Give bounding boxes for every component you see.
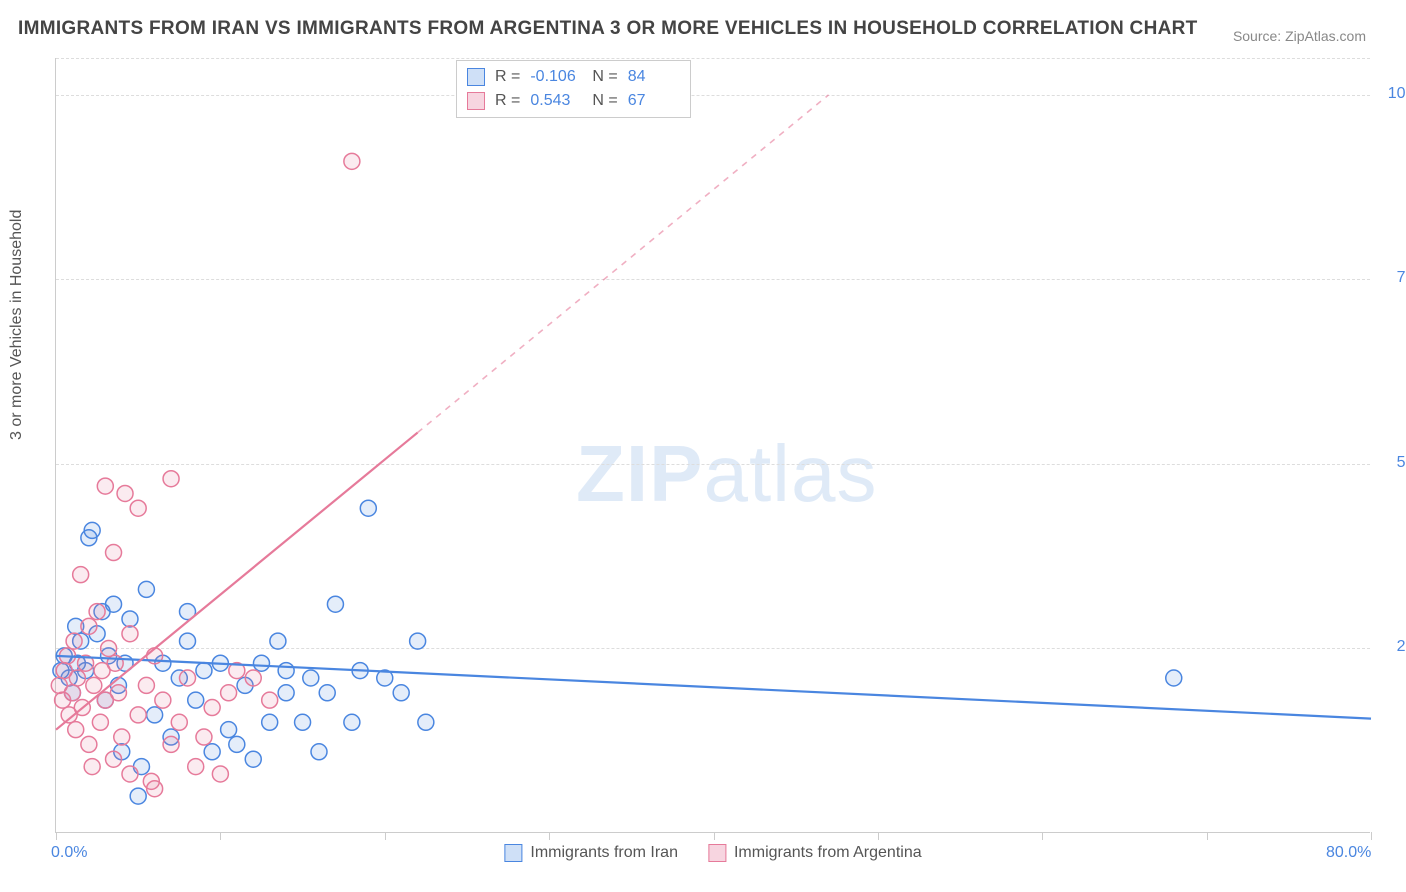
scatter-point: [147, 707, 163, 723]
scatter-point: [101, 640, 117, 656]
scatter-point: [117, 485, 133, 501]
scatter-point: [393, 685, 409, 701]
scatter-point: [122, 766, 138, 782]
scatter-point: [278, 663, 294, 679]
scatter-point: [221, 722, 237, 738]
scatter-point: [122, 626, 138, 642]
plot-area: ZIPatlas 25.0%50.0%75.0%100.0% 0.0%80.0%…: [55, 58, 1370, 833]
legend-item-argentina: Immigrants from Argentina: [708, 844, 922, 862]
scatter-point: [122, 611, 138, 627]
scatter-point: [311, 744, 327, 760]
scatter-point: [81, 618, 97, 634]
scatter-point: [73, 567, 89, 583]
scatter-point: [221, 685, 237, 701]
x-tick-label: 80.0%: [1326, 844, 1371, 862]
scatter-point: [344, 153, 360, 169]
stat-r-label: R =: [495, 68, 520, 86]
scatter-point: [92, 714, 108, 730]
scatter-point: [130, 500, 146, 516]
stats-legend: R = -0.106 N = 84 R = 0.543 N = 67: [456, 60, 691, 118]
stat-r-label: R =: [495, 92, 520, 110]
y-axis-label: 3 or more Vehicles in Household: [8, 210, 26, 440]
stat-n-iran: 84: [628, 68, 680, 86]
scatter-point: [360, 500, 376, 516]
scatter-point: [171, 714, 187, 730]
scatter-point: [270, 633, 286, 649]
scatter-point: [138, 677, 154, 693]
swatch-argentina: [467, 92, 485, 110]
scatter-point: [180, 633, 196, 649]
chart-title: IMMIGRANTS FROM IRAN VS IMMIGRANTS FROM …: [18, 18, 1198, 40]
series-legend: Immigrants from Iran Immigrants from Arg…: [504, 844, 921, 862]
scatter-point: [138, 581, 154, 597]
scatter-point: [66, 633, 82, 649]
scatter-point: [418, 714, 434, 730]
scatter-point: [106, 596, 122, 612]
scatter-point: [110, 685, 126, 701]
scatter-point: [81, 736, 97, 752]
scatter-point: [245, 751, 261, 767]
stat-r-iran: -0.106: [530, 68, 582, 86]
stat-n-argentina: 67: [628, 92, 680, 110]
scatter-point: [180, 670, 196, 686]
scatter-point: [130, 788, 146, 804]
swatch-argentina: [708, 844, 726, 862]
scatter-point: [262, 692, 278, 708]
scatter-point: [196, 729, 212, 745]
scatter-point: [114, 729, 130, 745]
scatter-point: [253, 655, 269, 671]
trend-line-dashed: [418, 95, 829, 433]
scatter-point: [245, 670, 261, 686]
scatter-point: [106, 545, 122, 561]
scatter-point: [64, 685, 80, 701]
stat-n-label: N =: [592, 68, 617, 86]
scatter-point: [196, 663, 212, 679]
scatter-point: [163, 471, 179, 487]
scatter-point: [204, 700, 220, 716]
scatter-point: [344, 714, 360, 730]
scatter-point: [410, 633, 426, 649]
scatter-point: [147, 781, 163, 797]
scatter-point: [84, 759, 100, 775]
scatter-point: [295, 714, 311, 730]
scatter-point: [89, 604, 105, 620]
stat-r-argentina: 0.543: [530, 92, 582, 110]
scatter-point: [155, 692, 171, 708]
source-attribution: Source: ZipAtlas.com: [1233, 28, 1366, 44]
stats-row-iran: R = -0.106 N = 84: [467, 65, 680, 89]
stats-row-argentina: R = 0.543 N = 67: [467, 89, 680, 113]
swatch-iran: [504, 844, 522, 862]
scatter-point: [278, 685, 294, 701]
scatter-point: [163, 736, 179, 752]
stat-n-label: N =: [592, 92, 617, 110]
scatter-point: [68, 722, 84, 738]
scatter-point: [97, 478, 113, 494]
y-tick-label: 25.0%: [1377, 638, 1406, 656]
scatter-point: [188, 759, 204, 775]
y-tick-label: 75.0%: [1377, 269, 1406, 287]
swatch-iran: [467, 68, 485, 86]
legend-label-argentina: Immigrants from Argentina: [734, 844, 922, 862]
scatter-point: [130, 707, 146, 723]
scatter-point: [69, 670, 85, 686]
legend-item-iran: Immigrants from Iran: [504, 844, 678, 862]
scatter-point: [303, 670, 319, 686]
y-tick-label: 50.0%: [1377, 454, 1406, 472]
scatter-point: [229, 736, 245, 752]
scatter-point: [212, 766, 228, 782]
scatter-point: [84, 522, 100, 538]
x-tick-label: 0.0%: [51, 844, 87, 862]
scatter-point: [1166, 670, 1182, 686]
scatter-point: [327, 596, 343, 612]
y-tick-label: 100.0%: [1377, 85, 1406, 103]
scatter-point: [86, 677, 102, 693]
scatter-point: [188, 692, 204, 708]
scatter-point: [106, 751, 122, 767]
chart-svg: [56, 58, 1370, 832]
legend-label-iran: Immigrants from Iran: [530, 844, 678, 862]
scatter-point: [319, 685, 335, 701]
scatter-point: [262, 714, 278, 730]
scatter-point: [204, 744, 220, 760]
